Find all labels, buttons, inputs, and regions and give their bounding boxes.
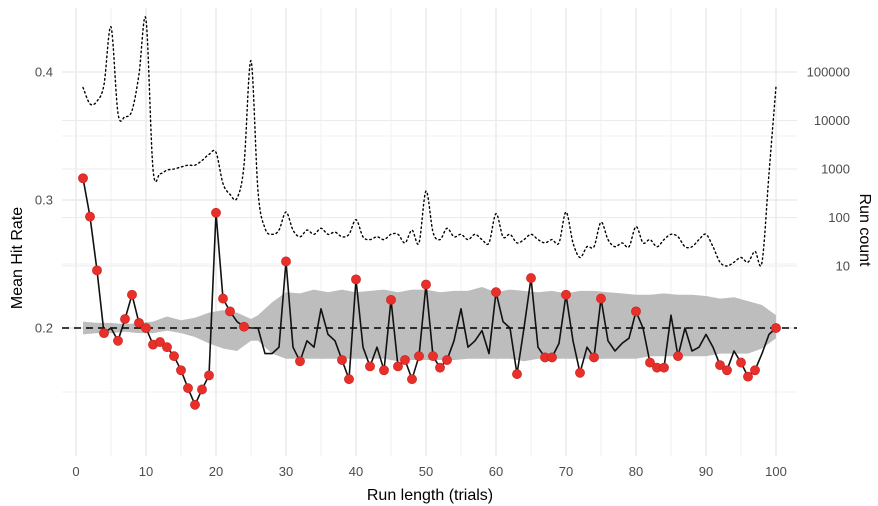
y-tick-label: 0.2 (35, 321, 53, 336)
data-point (218, 293, 228, 304)
data-point (113, 335, 123, 346)
y2-axis-label: Run count (856, 194, 873, 267)
data-point (561, 289, 571, 300)
x-tick-label: 60 (489, 464, 503, 479)
y2-tick-label: 10000 (814, 113, 850, 128)
tick-labels: 0 10 20 30 40 50 60 70 80 90 100 0.2 0.3 0.4 10 100 1000… (35, 65, 850, 480)
y-tick-label: 0.3 (35, 193, 53, 208)
data-point (407, 374, 417, 385)
data-point (239, 321, 249, 332)
data-point (190, 399, 200, 410)
x-tick-label: 30 (279, 464, 293, 479)
data-point (722, 365, 732, 376)
x-tick-label: 70 (559, 464, 573, 479)
x-tick-label: 10 (139, 464, 153, 479)
y2-tick-label: 100 (828, 210, 850, 225)
data-point (204, 370, 214, 381)
y2-tick-label: 1000 (821, 162, 850, 177)
y-tick-label: 0.4 (35, 65, 53, 80)
data-point (400, 355, 410, 365)
data-point (736, 357, 746, 368)
data-point (155, 337, 165, 347)
data-point (435, 362, 445, 373)
data-point (673, 351, 683, 362)
data-point (337, 355, 347, 365)
run-count-line (82, 16, 777, 267)
data-point (659, 362, 669, 373)
data-point (589, 352, 599, 363)
y-axis-label: Mean Hit Rate (9, 207, 26, 309)
data-point (134, 317, 144, 328)
data-point (631, 306, 641, 317)
x-tick-label: 100 (765, 464, 787, 479)
x-tick-label: 40 (349, 464, 363, 479)
x-tick-label: 0 (72, 464, 79, 479)
data-point (645, 357, 655, 368)
data-point (547, 352, 557, 363)
data-point (512, 369, 522, 379)
data-point (99, 328, 109, 339)
y2-tick-label: 10 (836, 259, 850, 274)
data-point (281, 256, 291, 267)
data-point (386, 294, 396, 305)
data-point (169, 351, 179, 362)
data-point (414, 351, 424, 362)
data-point (596, 293, 606, 304)
data-point (176, 365, 186, 376)
grid (62, 8, 797, 456)
data-point (442, 355, 452, 365)
data-point (85, 211, 95, 222)
x-tick-label: 50 (419, 464, 433, 479)
data-point (771, 323, 781, 333)
data-point (120, 314, 130, 324)
data-point (127, 289, 137, 300)
data-point (421, 279, 431, 290)
data-point (197, 384, 207, 395)
data-point (750, 365, 760, 376)
x-tick-label: 80 (629, 464, 643, 479)
data-point (393, 361, 403, 372)
highlighted-points (78, 173, 781, 410)
data-point (365, 361, 375, 372)
data-point (141, 323, 151, 333)
data-point (379, 365, 389, 376)
data-point (92, 265, 102, 276)
data-point (428, 351, 438, 362)
data-point (575, 367, 585, 378)
data-point (162, 342, 172, 353)
data-point (351, 274, 361, 285)
data-point (78, 173, 88, 184)
data-point (183, 383, 193, 394)
data-point (225, 306, 235, 317)
x-axis-label: Run length (trials) (367, 487, 493, 504)
data-point (743, 371, 753, 382)
y2-tick-label: 100000 (807, 65, 850, 80)
data-point (526, 273, 536, 283)
data-point (715, 360, 725, 371)
data-point (344, 374, 354, 385)
x-tick-label: 90 (699, 464, 713, 479)
data-point (295, 356, 305, 367)
x-tick-label: 20 (209, 464, 223, 479)
data-point (491, 287, 501, 298)
run-count-series (82, 16, 777, 267)
data-point (211, 207, 221, 218)
